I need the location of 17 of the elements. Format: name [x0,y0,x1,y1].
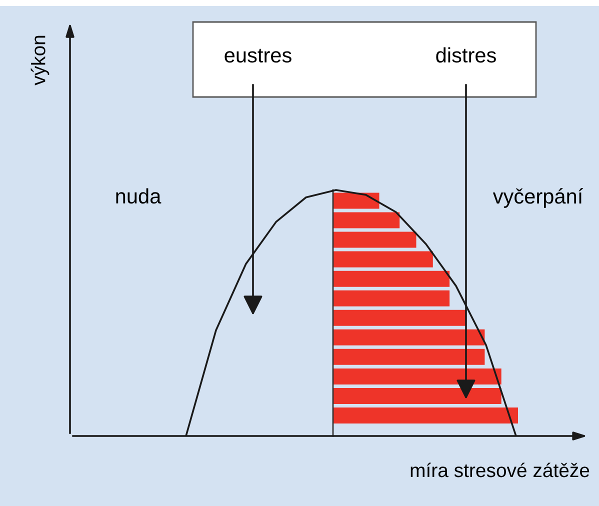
bar [333,310,466,326]
bar [333,348,485,365]
bar [333,232,416,248]
text: eustres [224,48,292,63]
text: nuda [116,188,162,204]
text: distres [436,47,496,63]
bar [333,192,380,209]
bar [333,329,485,346]
y-axis-title: výkon [30,36,50,86]
bar [333,251,433,268]
annotation: vyčerpání [492,188,584,208]
bar [333,290,450,306]
bar [333,368,502,384]
bar [333,270,450,287]
x-axis-title: míra stresové zátěže [410,462,590,478]
bar [333,212,400,228]
bar [333,407,518,424]
